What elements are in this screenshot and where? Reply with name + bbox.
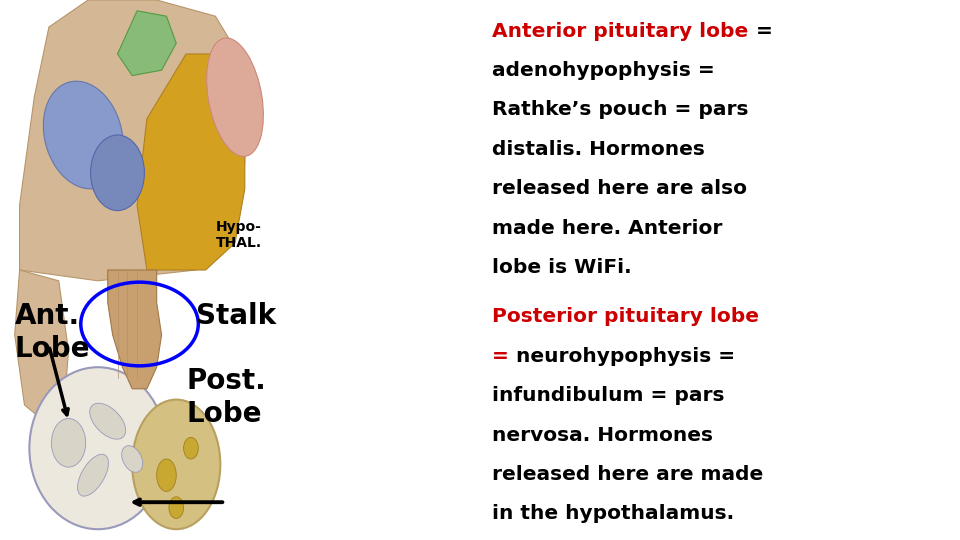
Ellipse shape xyxy=(169,497,183,518)
Text: made here. Anterior: made here. Anterior xyxy=(492,219,723,238)
Polygon shape xyxy=(117,11,177,76)
Text: in the hypothalamus.: in the hypothalamus. xyxy=(492,504,734,523)
Ellipse shape xyxy=(122,446,143,472)
Ellipse shape xyxy=(183,437,199,459)
Text: =: = xyxy=(492,347,516,366)
Ellipse shape xyxy=(89,403,126,439)
Text: nervosa. Hormones: nervosa. Hormones xyxy=(492,426,713,444)
Polygon shape xyxy=(14,270,68,421)
Ellipse shape xyxy=(206,38,263,157)
Text: distalis. Hormones: distalis. Hormones xyxy=(492,140,706,159)
Polygon shape xyxy=(108,270,161,389)
Text: adenohypophysis =: adenohypophysis = xyxy=(492,61,715,80)
Ellipse shape xyxy=(78,454,108,496)
Text: Ant.
Lobe: Ant. Lobe xyxy=(14,302,90,363)
Ellipse shape xyxy=(90,135,144,211)
Ellipse shape xyxy=(30,367,166,529)
Polygon shape xyxy=(137,54,245,270)
Text: neurohypophysis =: neurohypophysis = xyxy=(516,347,735,366)
Text: Post.
Lobe: Post. Lobe xyxy=(186,367,266,428)
Text: released here are also: released here are also xyxy=(492,179,748,198)
Text: released here are made: released here are made xyxy=(492,465,764,484)
Ellipse shape xyxy=(156,459,177,491)
Text: lobe is WiFi.: lobe is WiFi. xyxy=(492,258,632,277)
Text: Stalk: Stalk xyxy=(196,302,276,330)
Text: infundibulum = pars: infundibulum = pars xyxy=(492,386,725,405)
Ellipse shape xyxy=(52,418,85,467)
Text: Hypo-
THAL.: Hypo- THAL. xyxy=(215,220,261,250)
Text: =: = xyxy=(749,22,773,40)
Polygon shape xyxy=(19,0,245,281)
Text: Rathke’s pouch = pars: Rathke’s pouch = pars xyxy=(492,100,749,119)
Text: Posterior pituitary lobe: Posterior pituitary lobe xyxy=(492,307,759,326)
Ellipse shape xyxy=(43,81,123,189)
Text: Anterior pituitary lobe: Anterior pituitary lobe xyxy=(492,22,749,40)
Ellipse shape xyxy=(132,400,220,529)
